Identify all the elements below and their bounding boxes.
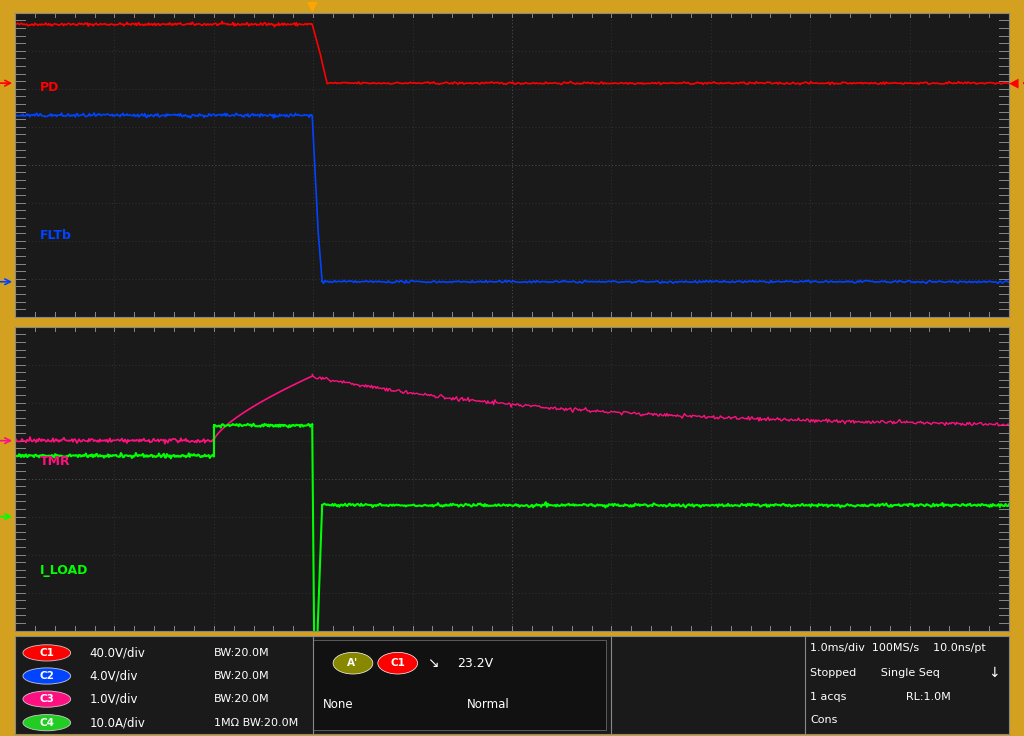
- Text: C2: C2: [39, 671, 54, 681]
- Text: C4: C4: [39, 718, 54, 728]
- Ellipse shape: [23, 691, 71, 707]
- Text: 1.0ms/div  100MS/s    10.0ns/pt: 1.0ms/div 100MS/s 10.0ns/pt: [810, 643, 986, 654]
- Text: $\searrow$: $\searrow$: [425, 657, 439, 670]
- Ellipse shape: [23, 645, 71, 661]
- Text: C1: C1: [39, 648, 54, 658]
- Text: None: None: [324, 698, 353, 711]
- Ellipse shape: [333, 652, 373, 674]
- Text: ◀: ◀: [1009, 77, 1019, 90]
- Text: PD: PD: [40, 81, 59, 93]
- Text: ▼: ▼: [307, 0, 317, 13]
- Text: 4.0V/div: 4.0V/div: [89, 670, 138, 682]
- Text: FLTb: FLTb: [40, 229, 72, 242]
- Text: C1: C1: [390, 658, 406, 668]
- Text: C3: C3: [39, 694, 54, 704]
- Text: 1.0V/div: 1.0V/div: [89, 693, 138, 706]
- Ellipse shape: [378, 652, 418, 674]
- Text: 40.0V/div: 40.0V/div: [89, 646, 145, 659]
- FancyBboxPatch shape: [313, 640, 606, 729]
- Ellipse shape: [23, 668, 71, 684]
- Text: Normal: Normal: [467, 698, 510, 711]
- Ellipse shape: [23, 715, 71, 731]
- Text: 23.2V: 23.2V: [458, 657, 494, 670]
- Text: I_LOAD: I_LOAD: [40, 564, 88, 576]
- Text: 10.0A/div: 10.0A/div: [89, 716, 145, 729]
- Text: Cons: Cons: [810, 715, 838, 725]
- Text: 1MΩ BW:20.0M: 1MΩ BW:20.0M: [214, 718, 298, 728]
- Text: A': A': [347, 658, 358, 668]
- Text: TMR: TMR: [40, 456, 71, 468]
- Text: BW:20.0M: BW:20.0M: [214, 671, 269, 681]
- Text: BW:20.0M: BW:20.0M: [214, 694, 269, 704]
- Text: Stopped       Single Seq: Stopped Single Seq: [810, 668, 940, 678]
- Text: BW:20.0M: BW:20.0M: [214, 648, 269, 658]
- Text: 1 acqs                 RL:1.0M: 1 acqs RL:1.0M: [810, 692, 951, 701]
- Text: ↓: ↓: [988, 666, 999, 680]
